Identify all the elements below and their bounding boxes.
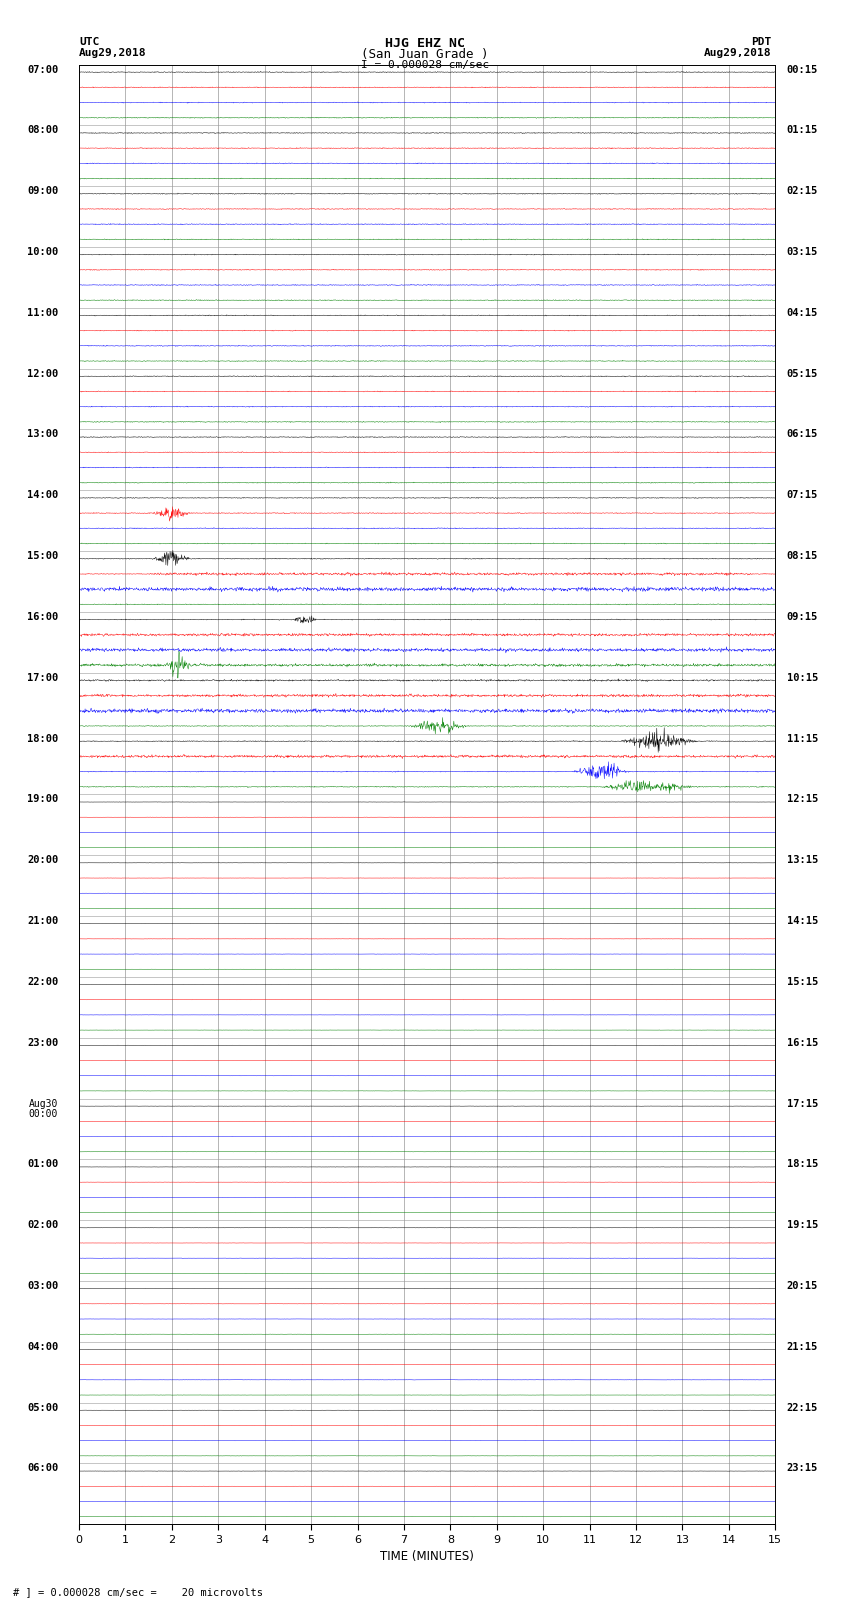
Text: PDT: PDT xyxy=(751,37,771,47)
Text: 12:00: 12:00 xyxy=(27,369,58,379)
Text: 17:00: 17:00 xyxy=(27,673,58,682)
Text: 15:15: 15:15 xyxy=(787,977,818,987)
Text: 21:00: 21:00 xyxy=(27,916,58,926)
Text: 01:15: 01:15 xyxy=(787,126,818,135)
Text: 18:15: 18:15 xyxy=(787,1160,818,1169)
Text: 07:00: 07:00 xyxy=(27,65,58,74)
Text: 15:00: 15:00 xyxy=(27,552,58,561)
Text: 11:15: 11:15 xyxy=(787,734,818,744)
Text: 06:15: 06:15 xyxy=(787,429,818,439)
Text: 06:00: 06:00 xyxy=(27,1463,58,1473)
Text: 18:00: 18:00 xyxy=(27,734,58,744)
Text: 04:00: 04:00 xyxy=(27,1342,58,1352)
Text: 20:00: 20:00 xyxy=(27,855,58,865)
Text: 10:15: 10:15 xyxy=(787,673,818,682)
Text: 08:00: 08:00 xyxy=(27,126,58,135)
Text: 09:00: 09:00 xyxy=(27,185,58,197)
Text: 03:00: 03:00 xyxy=(27,1281,58,1290)
Text: 16:00: 16:00 xyxy=(27,611,58,623)
Text: 22:15: 22:15 xyxy=(787,1403,818,1413)
Text: 02:15: 02:15 xyxy=(787,185,818,197)
Text: 16:15: 16:15 xyxy=(787,1037,818,1048)
Text: 22:00: 22:00 xyxy=(27,977,58,987)
Text: Aug29,2018: Aug29,2018 xyxy=(79,48,146,58)
Text: (San Juan Grade ): (San Juan Grade ) xyxy=(361,48,489,61)
X-axis label: TIME (MINUTES): TIME (MINUTES) xyxy=(380,1550,474,1563)
Text: 09:15: 09:15 xyxy=(787,611,818,623)
Text: 13:15: 13:15 xyxy=(787,855,818,865)
Text: 23:15: 23:15 xyxy=(787,1463,818,1473)
Text: 21:15: 21:15 xyxy=(787,1342,818,1352)
Text: 11:00: 11:00 xyxy=(27,308,58,318)
Text: 19:15: 19:15 xyxy=(787,1219,818,1231)
Text: Aug30
00:00: Aug30 00:00 xyxy=(29,1098,58,1119)
Text: 13:00: 13:00 xyxy=(27,429,58,439)
Text: 20:15: 20:15 xyxy=(787,1281,818,1290)
Text: UTC: UTC xyxy=(79,37,99,47)
Text: # ] = 0.000028 cm/sec =    20 microvolts: # ] = 0.000028 cm/sec = 20 microvolts xyxy=(13,1587,263,1597)
Text: 12:15: 12:15 xyxy=(787,794,818,805)
Text: HJG EHZ NC: HJG EHZ NC xyxy=(385,37,465,50)
Text: 14:15: 14:15 xyxy=(787,916,818,926)
Text: I = 0.000028 cm/sec: I = 0.000028 cm/sec xyxy=(361,60,489,69)
Text: 00:15: 00:15 xyxy=(787,65,818,74)
Text: 05:15: 05:15 xyxy=(787,369,818,379)
Text: 17:15: 17:15 xyxy=(787,1098,818,1108)
Text: 07:15: 07:15 xyxy=(787,490,818,500)
Text: 02:00: 02:00 xyxy=(27,1219,58,1231)
Text: 03:15: 03:15 xyxy=(787,247,818,256)
Text: Aug29,2018: Aug29,2018 xyxy=(704,48,771,58)
Text: 04:15: 04:15 xyxy=(787,308,818,318)
Text: 08:15: 08:15 xyxy=(787,552,818,561)
Text: 05:00: 05:00 xyxy=(27,1403,58,1413)
Text: 19:00: 19:00 xyxy=(27,794,58,805)
Text: 14:00: 14:00 xyxy=(27,490,58,500)
Text: 10:00: 10:00 xyxy=(27,247,58,256)
Text: 23:00: 23:00 xyxy=(27,1037,58,1048)
Text: 01:00: 01:00 xyxy=(27,1160,58,1169)
